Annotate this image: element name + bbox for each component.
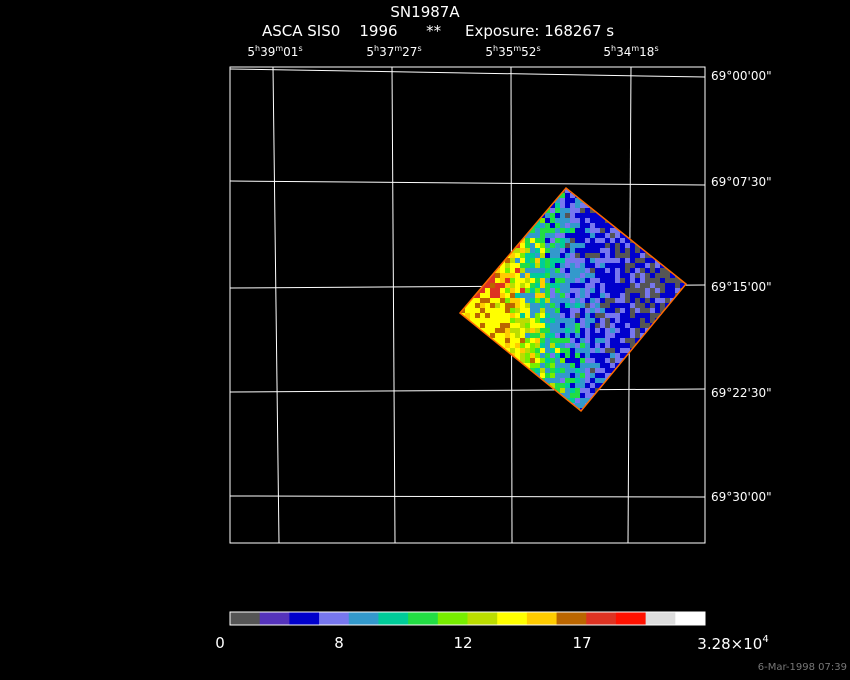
dec-tick-label: 69°15'00": [711, 280, 772, 294]
timestamp: 6-Mar-1998 07:39: [757, 662, 847, 673]
colorbar-cell: [437, 612, 468, 625]
grid-line: [391, 66, 396, 544]
colorbar-cell: [378, 612, 409, 625]
grid-line: [229, 388, 706, 393]
grid-line: [229, 68, 706, 78]
colorbar-tick-label: 12: [453, 634, 473, 652]
colorbar-tick-label: 17: [572, 634, 592, 652]
ra-tick-label: 5h35m52s: [485, 44, 541, 59]
colorbar-cell: [675, 612, 706, 625]
colorbar: [229, 611, 706, 626]
dec-tick-label: 69°00'00": [711, 69, 772, 83]
colorbar-cell: [615, 612, 647, 625]
colorbar-cell: [289, 612, 320, 625]
observation-info: ASCA SIS0 1996 ** Exposure: 168267 s: [262, 22, 615, 40]
colorbar-cell: [348, 612, 379, 625]
grid-line: [229, 180, 706, 186]
dec-tick-label: 69°30'00": [711, 490, 772, 504]
image-title: SN1987A: [390, 3, 460, 21]
dec-tick-label: 69°07'30": [711, 175, 772, 189]
grid-line: [272, 66, 280, 544]
ra-tick-label: 5h34m18s: [603, 44, 659, 59]
colorbar-cell: [319, 612, 350, 625]
colorbar-cell: [586, 612, 617, 625]
dec-tick-label: 69°22'30": [711, 386, 772, 400]
ra-tick-label: 5h37m27s: [366, 44, 422, 59]
colorbar-cell: [230, 612, 261, 625]
colorbar-cell: [526, 612, 558, 625]
exposure-image: [458, 186, 688, 413]
grid-line: [229, 495, 706, 498]
colorbar-cell: [467, 612, 498, 625]
colorbar-cell: [556, 612, 587, 625]
ra-tick-label: 5h39m01s: [247, 44, 303, 59]
colorbar-cell: [497, 612, 528, 625]
colorbar-cell: [645, 612, 676, 625]
plot-frame: [229, 66, 706, 544]
colorbar-tick-label: 0: [215, 634, 225, 652]
colorbar-tick-label: 8: [334, 634, 344, 652]
colorbar-cell: [259, 612, 290, 625]
colorbar-max-label: 3.28×104: [697, 634, 769, 653]
exposure-edge: [458, 186, 688, 413]
colorbar-cell: [408, 612, 439, 625]
